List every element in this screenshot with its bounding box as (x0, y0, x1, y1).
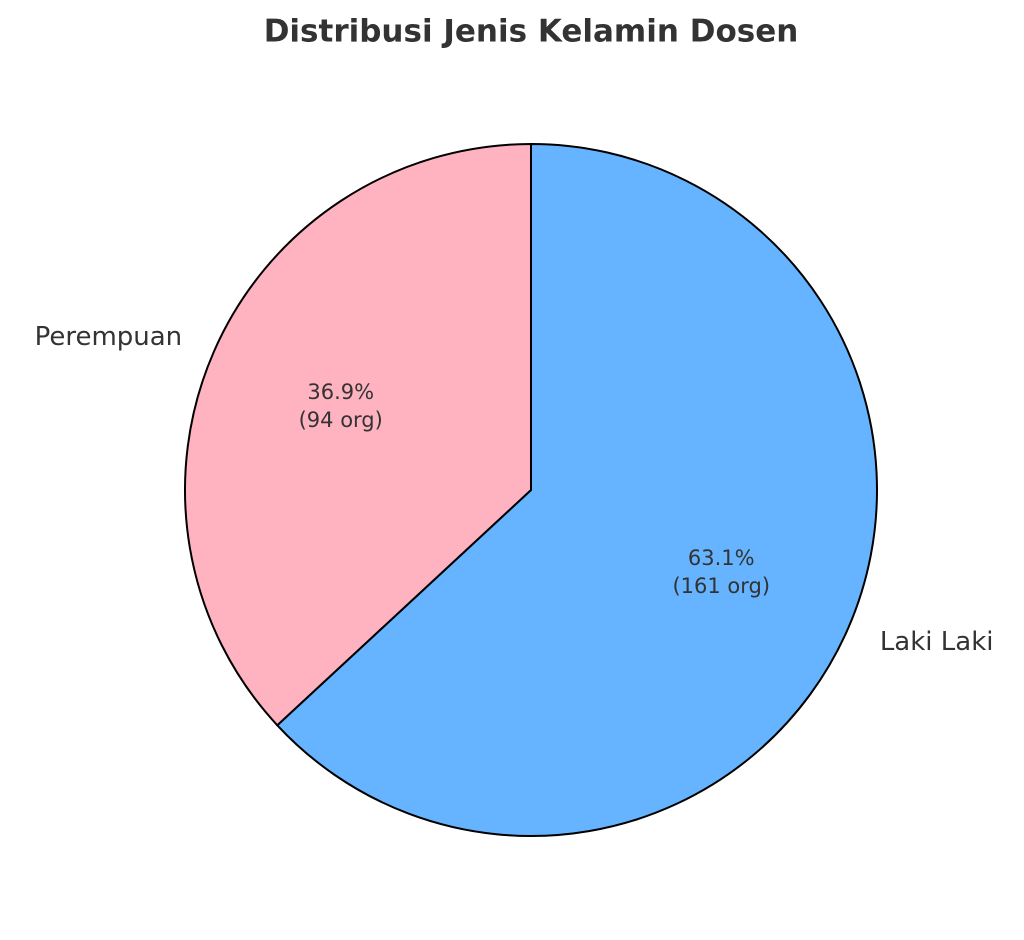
count-label: (161 org) (672, 574, 770, 598)
pie-slice (184, 143, 532, 727)
value-label: 36.9% (307, 380, 374, 404)
category-label: Laki Laki (880, 627, 994, 657)
chart-title: Distribusi Jenis Kelamin Dosen (264, 14, 799, 50)
count-label: (94 org) (299, 408, 383, 432)
value-label: 63.1% (688, 546, 755, 570)
pie-slice (276, 143, 878, 837)
category-label: Perempuan (35, 322, 183, 352)
